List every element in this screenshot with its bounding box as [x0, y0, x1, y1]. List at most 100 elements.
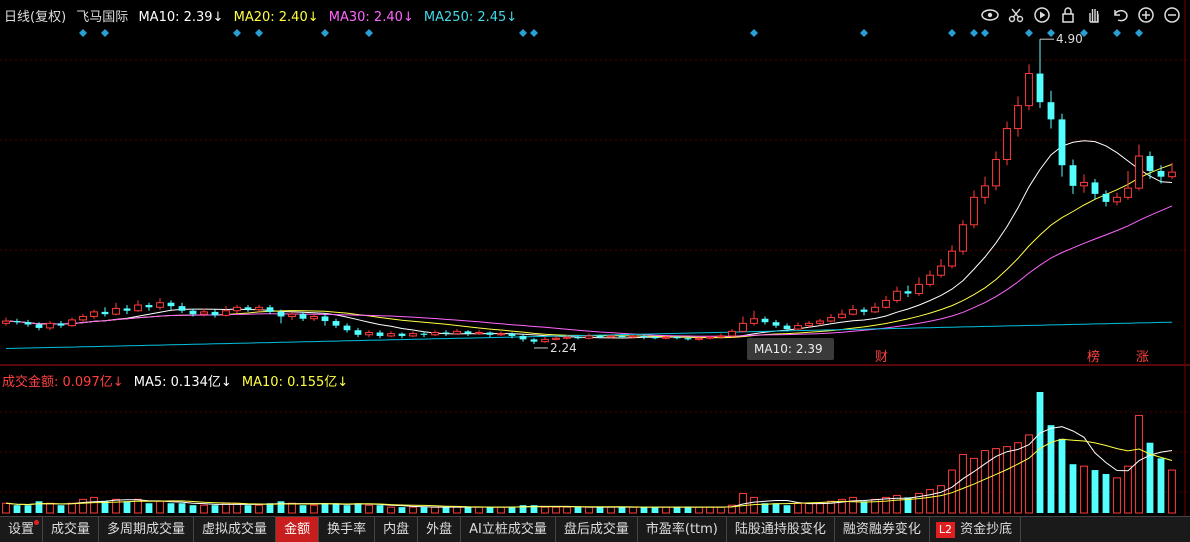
volume-bar-down — [618, 507, 626, 513]
ma30-line — [5, 205, 1173, 337]
volume-bar-down — [1157, 458, 1165, 513]
financial-report-marker[interactable]: 财 — [875, 350, 889, 365]
volume-bar-up — [46, 502, 54, 514]
tab-pe-ttm[interactable]: 市盈率(ttm) — [638, 517, 727, 542]
dragon-tiger-list-marker[interactable]: 榜 — [1087, 350, 1101, 365]
candle-body-down — [35, 324, 43, 328]
volume-bar-down — [266, 503, 274, 513]
tab-amount[interactable]: 金额 — [276, 517, 320, 542]
scissors-icon[interactable] — [1006, 6, 1026, 24]
volume-bar-up — [893, 494, 901, 514]
volume-bar-up — [662, 506, 670, 514]
volume-bar-up — [959, 453, 967, 514]
candle-body-down — [354, 330, 362, 335]
vol-ma10-label: MA10: 0.155亿↓ — [241, 375, 349, 390]
volume-bar-down — [651, 507, 659, 513]
signal-diamond — [365, 29, 373, 37]
signal-diamond — [860, 29, 868, 37]
candle-body-up — [563, 336, 571, 339]
tooltip-label: MA10: — [754, 342, 792, 356]
volume-bar-up — [794, 502, 802, 514]
volume-bar-up — [497, 506, 505, 514]
period-label[interactable]: 日线(复权) — [4, 10, 67, 25]
tab-turnover[interactable]: 换手率 — [319, 517, 376, 542]
candle-body-down — [772, 322, 780, 326]
undo-icon[interactable] — [1110, 6, 1130, 24]
candle-body-down — [211, 311, 219, 316]
volume-bar-up — [112, 498, 120, 514]
hand-icon[interactable] — [1084, 6, 1104, 24]
signal-diamond — [1047, 29, 1055, 37]
tab-settings[interactable]: 设置 — [0, 517, 44, 542]
candle-body-down — [178, 306, 186, 311]
tab-ai-volume[interactable]: AI立桩成交量 — [461, 517, 556, 542]
candle-body-down — [277, 311, 285, 317]
candle-body-up — [1025, 73, 1033, 107]
tab-virtual-volume[interactable]: 虚拟成交量 — [194, 517, 277, 542]
candle-body-down — [343, 325, 351, 331]
tab-inner[interactable]: 内盘 — [375, 517, 419, 542]
signal-diamond — [750, 29, 758, 37]
tab-label: 资金抄底 — [960, 522, 1013, 537]
lock-icon[interactable] — [1058, 6, 1078, 24]
candle-body-down — [1069, 165, 1077, 186]
candle-body-up — [79, 315, 87, 321]
candle-body-up — [717, 335, 725, 338]
tab-northbound-holdings[interactable]: 陆股通持股变化 — [727, 517, 835, 542]
volume-bar-down — [145, 503, 153, 513]
candle-body-down — [299, 314, 307, 319]
tab-multi-period-volume[interactable]: 多周期成交量 — [99, 517, 195, 542]
volume-bars — [2, 392, 1176, 514]
candle-body-up — [827, 317, 835, 322]
candle-body-up — [1003, 128, 1011, 160]
candle-body-down — [13, 321, 21, 323]
volume-bar-up — [805, 502, 813, 514]
zoom-in-icon[interactable] — [1136, 6, 1156, 24]
volume-bar-up — [838, 498, 846, 514]
tab-outer[interactable]: 外盘 — [418, 517, 462, 542]
volume-bar-up — [1124, 465, 1132, 514]
volume-bar-down — [332, 503, 340, 513]
zoom-out-icon[interactable] — [1162, 6, 1182, 24]
volume-bar-down — [1036, 392, 1044, 513]
signal-diamond — [79, 29, 87, 37]
candle-body-down — [189, 310, 197, 315]
volume-bar-down — [277, 501, 285, 513]
play-icon[interactable] — [1032, 6, 1052, 24]
candle-body-down — [145, 305, 153, 308]
tab-margin-trading[interactable]: 融资融券变化 — [835, 517, 930, 542]
candle-body-down — [508, 333, 516, 336]
ma10-tooltip: MA10: 2.39 — [747, 338, 834, 360]
limit-up-marker[interactable]: 涨 — [1136, 350, 1150, 365]
volume-bar-up — [629, 506, 637, 514]
candle-body-up — [915, 283, 923, 295]
candle-body-down — [596, 335, 604, 338]
volume-bar-up — [453, 506, 461, 514]
volume-bar-down — [1102, 473, 1110, 513]
signal-diamond — [530, 29, 538, 37]
volume-bar-down — [13, 505, 21, 513]
tab-volume[interactable]: 成交量 — [43, 517, 100, 542]
tab-fund-bottom[interactable]: L2 资金抄底 — [930, 517, 1022, 542]
candle-body-up — [156, 302, 164, 308]
candle-body-down — [24, 322, 32, 325]
eye-icon[interactable] — [980, 6, 1000, 24]
volume-bar-up — [475, 506, 483, 514]
candle-body-down — [1146, 156, 1154, 171]
signal-diamond — [970, 29, 978, 37]
volume-bar-down — [398, 507, 406, 513]
volume-bar-down — [1091, 470, 1099, 513]
volume-bar-down — [189, 505, 197, 513]
candle-body-up — [288, 313, 296, 317]
volume-bar-up — [607, 506, 615, 514]
volume-bar-down — [35, 501, 43, 513]
tab-after-hours-volume[interactable]: 盘后成交量 — [556, 517, 638, 542]
candle-body-up — [838, 313, 846, 319]
candle-body-down — [673, 337, 681, 339]
volume-bar-up — [387, 506, 395, 514]
candle-body-up — [629, 335, 637, 338]
volume-bar-down — [101, 501, 109, 513]
candle-body-up — [739, 322, 747, 332]
candle-body-up — [431, 332, 439, 336]
